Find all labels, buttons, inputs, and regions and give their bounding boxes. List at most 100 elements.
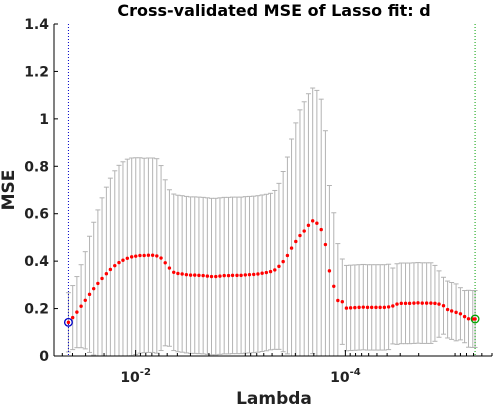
mse-point [466,317,471,321]
mse-point [353,305,357,310]
mse-point [323,242,328,247]
mse-point [163,261,167,265]
mse-point [319,227,323,232]
mse-point [378,305,382,310]
mse-point [365,305,370,310]
y-tick-label: 1.4 [24,17,49,33]
mse-point [79,304,83,308]
mse-point [256,272,260,276]
error-bar [293,122,299,357]
mse-point [437,302,441,306]
mse-point [407,301,412,306]
error-bar [331,212,337,357]
mse-point [129,255,134,259]
mse-point [277,264,281,269]
y-tick-label: 0 [39,349,49,365]
mse-point [146,253,151,257]
y-tick-label: 0.8 [24,159,49,175]
mse-point [197,273,201,278]
reference-lines [67,24,476,356]
mse-point [327,269,332,273]
mse-point [96,281,100,286]
mse-point [104,272,109,276]
mse-point [336,298,340,303]
mse-point [167,266,172,270]
mse-point [205,274,210,278]
mse-point [66,320,71,325]
mse-point [433,301,437,306]
y-tick-label: 0.2 [24,302,49,318]
mse-point [395,302,399,306]
mse-point [239,273,243,278]
mse-point [91,286,96,291]
mse-point [230,273,235,278]
y-tick-label: 0.4 [24,254,49,270]
error-bar [107,177,113,357]
mse-point [214,274,218,279]
mse-point [403,301,408,306]
mse-point [391,304,395,308]
mse-point [462,314,467,319]
mse-point [155,254,159,258]
mse-point [218,274,222,278]
mse-point [125,256,130,260]
mse-point [449,309,454,313]
mse-point [340,299,344,304]
mse-point [361,305,365,309]
mse-point [332,284,336,288]
mse-point [445,307,450,312]
mse-point [87,292,92,297]
error-bar [112,170,118,357]
mse-point [134,254,138,258]
mse-point [310,219,315,223]
mse-point [429,301,433,305]
mse-point [420,301,424,305]
error-bar [103,186,109,357]
mse-point [382,305,387,310]
mse-point [289,246,294,250]
y-axis-label: MSE [0,170,19,211]
mse-point [416,301,420,305]
mse-points [66,219,477,325]
mse-point [315,221,319,225]
highlight-markers [63,314,480,327]
mse-point [188,273,193,277]
mse-point [176,271,180,276]
mse-point [193,273,197,277]
mse-point [424,301,429,305]
axes: 0 0.2 0.4 0.6 0.8 1 1.2 1.4 10-2 10-4 [24,17,493,386]
mse-point [172,270,176,274]
mse-point [184,272,189,277]
mse-point [252,272,256,277]
mse-point [75,310,79,314]
mse-point [264,270,269,275]
mse-point [454,310,458,315]
mse-point [235,273,239,278]
mse-point [441,304,446,308]
mse-point [180,272,184,276]
mse-point [159,256,163,260]
mse-point [138,253,142,258]
mse-point [222,273,226,278]
mse-point [399,301,403,306]
mse-point [281,259,285,264]
y-tick-label: 0.6 [24,207,49,223]
mse-point [306,223,311,228]
chart-title: Cross-validated MSE of Lasso fit: d [117,1,430,20]
mse-point [348,306,353,310]
mse-point [142,253,146,258]
mse-point [458,312,463,316]
x-tick-label: 10-2 [120,367,151,386]
error-bar [301,101,307,357]
mse-point [268,269,273,274]
error-bar [116,164,122,357]
mse-point [150,253,155,257]
mse-point [121,258,125,262]
mse-point [302,229,306,233]
mse-point [243,273,247,277]
mse-point [386,305,391,309]
mse-point [247,272,252,277]
mse-point [344,306,349,310]
mse-point [298,233,302,238]
